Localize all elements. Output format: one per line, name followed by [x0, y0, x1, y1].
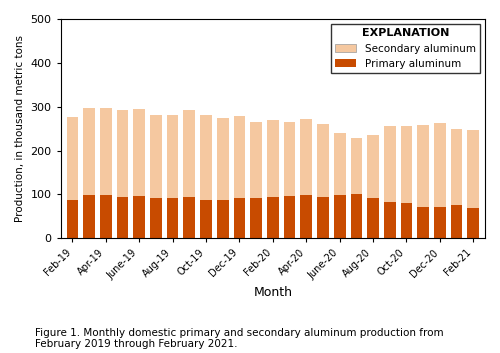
Bar	[200, 115, 212, 238]
Bar	[284, 122, 296, 238]
Bar	[350, 138, 362, 238]
Bar	[451, 128, 462, 238]
Y-axis label: Production, in thousand metric tons: Production, in thousand metric tons	[15, 35, 25, 222]
Bar	[200, 201, 212, 238]
Bar	[150, 115, 162, 238]
Bar	[468, 208, 479, 238]
Bar	[418, 125, 429, 238]
Bar	[367, 198, 379, 238]
Bar	[400, 126, 412, 238]
Bar	[350, 195, 362, 238]
Bar	[250, 198, 262, 238]
Bar	[116, 110, 128, 238]
Bar	[300, 195, 312, 238]
Bar	[84, 108, 95, 238]
Bar	[184, 197, 195, 238]
Bar	[317, 197, 329, 238]
Bar	[384, 126, 396, 238]
Bar	[234, 198, 245, 238]
Bar	[317, 124, 329, 238]
Bar	[116, 197, 128, 238]
Bar	[84, 195, 95, 238]
Bar	[300, 119, 312, 238]
Bar	[267, 120, 278, 238]
Bar	[468, 130, 479, 238]
Bar	[434, 123, 446, 238]
Bar	[234, 116, 245, 238]
Bar	[66, 117, 78, 238]
Bar	[250, 122, 262, 238]
Bar	[217, 118, 228, 238]
Bar	[284, 196, 296, 238]
Bar	[367, 135, 379, 238]
Bar	[334, 195, 345, 238]
Bar	[167, 198, 178, 238]
Bar	[217, 200, 228, 238]
Bar	[150, 198, 162, 238]
Bar	[267, 197, 278, 238]
Text: Figure 1. Monthly domestic primary and secondary aluminum production from
Februa: Figure 1. Monthly domestic primary and s…	[35, 328, 444, 349]
Bar	[167, 115, 178, 238]
Bar	[334, 133, 345, 238]
Bar	[134, 196, 145, 238]
X-axis label: Month: Month	[254, 286, 292, 299]
Bar	[451, 205, 462, 238]
Legend: Secondary aluminum, Primary aluminum: Secondary aluminum, Primary aluminum	[332, 24, 480, 73]
Bar	[184, 110, 195, 238]
Bar	[66, 200, 78, 238]
Bar	[100, 108, 112, 238]
Bar	[100, 195, 112, 238]
Bar	[418, 207, 429, 238]
Bar	[384, 202, 396, 238]
Bar	[134, 109, 145, 238]
Bar	[400, 203, 412, 238]
Bar	[434, 207, 446, 238]
